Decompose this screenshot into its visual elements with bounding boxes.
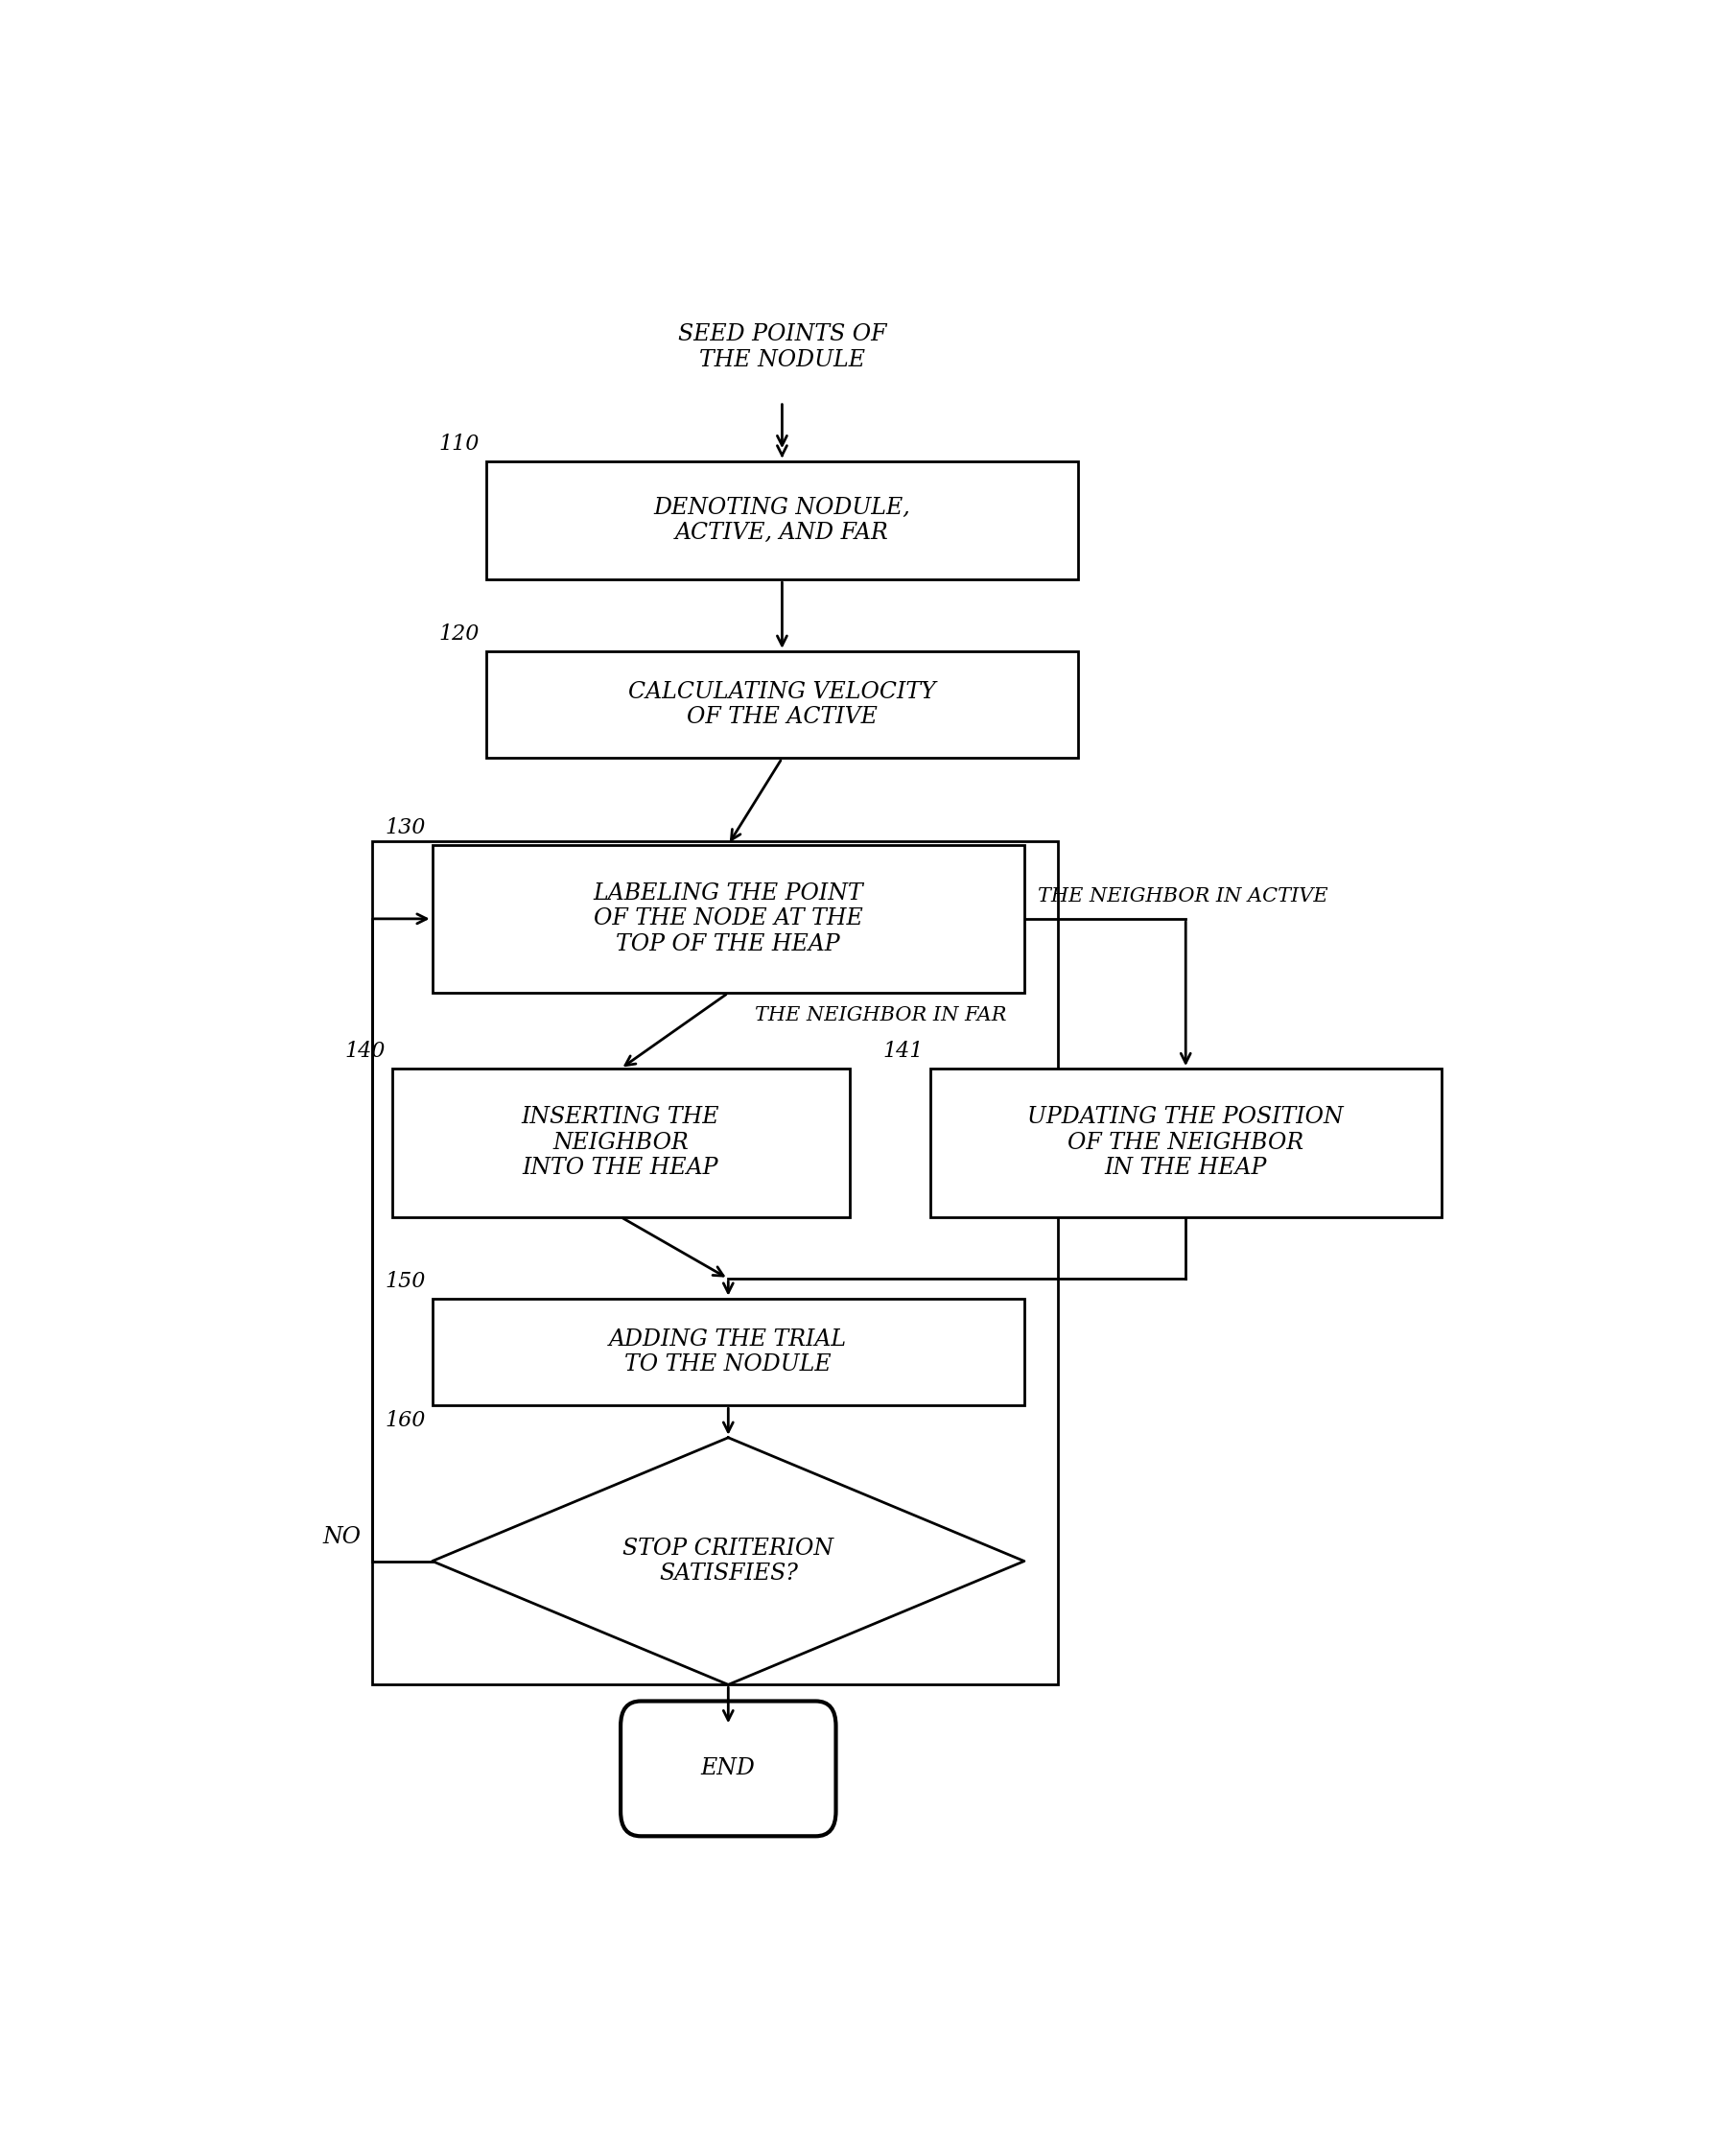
- FancyBboxPatch shape: [486, 460, 1078, 580]
- Text: 150: 150: [385, 1271, 425, 1292]
- Text: THE NEIGHBOR IN ACTIVE: THE NEIGHBOR IN ACTIVE: [1038, 888, 1328, 905]
- FancyBboxPatch shape: [486, 650, 1078, 757]
- FancyBboxPatch shape: [930, 1070, 1441, 1217]
- Text: INSERTING THE
NEIGHBOR
INTO THE HEAP: INSERTING THE NEIGHBOR INTO THE HEAP: [521, 1106, 720, 1179]
- Text: LABELING THE POINT
OF THE NODE AT THE
TOP OF THE HEAP: LABELING THE POINT OF THE NODE AT THE TO…: [594, 881, 863, 956]
- Text: 110: 110: [439, 434, 479, 453]
- FancyBboxPatch shape: [432, 1298, 1024, 1405]
- Text: SEED POINTS OF
THE NODULE: SEED POINTS OF THE NODULE: [677, 323, 887, 370]
- Text: YES: YES: [726, 1705, 773, 1726]
- Text: 120: 120: [439, 622, 479, 644]
- Text: END: END: [701, 1758, 755, 1780]
- Polygon shape: [432, 1437, 1024, 1686]
- Text: THE NEIGHBOR IN FAR: THE NEIGHBOR IN FAR: [755, 1005, 1007, 1025]
- Text: 160: 160: [385, 1410, 425, 1431]
- FancyBboxPatch shape: [432, 845, 1024, 992]
- Text: NO: NO: [323, 1525, 361, 1549]
- Text: ADDING THE TRIAL
TO THE NODULE: ADDING THE TRIAL TO THE NODULE: [609, 1328, 847, 1375]
- Text: 130: 130: [385, 817, 425, 838]
- FancyBboxPatch shape: [392, 1070, 849, 1217]
- Text: STOP CRITERION
SATISFIES?: STOP CRITERION SATISFIES?: [623, 1538, 833, 1585]
- Text: UPDATING THE POSITION
OF THE NEIGHBOR
IN THE HEAP: UPDATING THE POSITION OF THE NEIGHBOR IN…: [1028, 1106, 1344, 1179]
- FancyBboxPatch shape: [621, 1701, 837, 1835]
- Text: 140: 140: [344, 1042, 385, 1063]
- Text: DENOTING NODULE,
ACTIVE, AND FAR: DENOTING NODULE, ACTIVE, AND FAR: [654, 496, 910, 543]
- Text: CALCULATING VELOCITY
OF THE ACTIVE: CALCULATING VELOCITY OF THE ACTIVE: [628, 680, 936, 729]
- Text: 141: 141: [882, 1042, 924, 1063]
